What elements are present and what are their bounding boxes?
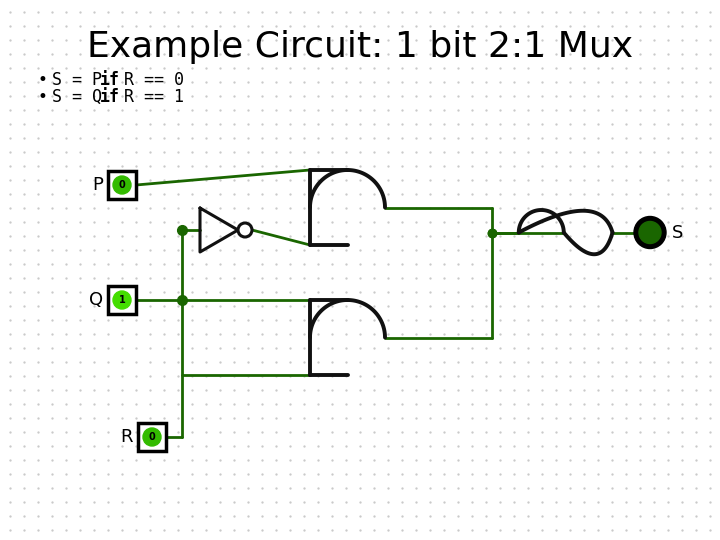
Text: •: • <box>38 88 48 106</box>
Text: S = Q: S = Q <box>52 88 112 106</box>
Text: 0: 0 <box>119 180 125 190</box>
Bar <box>138 423 166 451</box>
Text: P: P <box>92 176 103 194</box>
Circle shape <box>143 428 161 446</box>
Text: R == 0: R == 0 <box>114 71 184 89</box>
Bar <box>108 171 136 199</box>
Circle shape <box>238 223 252 237</box>
Text: R == 1: R == 1 <box>114 88 184 106</box>
Text: •: • <box>38 71 48 89</box>
Circle shape <box>113 176 131 194</box>
Text: if: if <box>100 71 120 89</box>
Text: S: S <box>672 224 683 241</box>
Text: Example Circuit: 1 bit 2:1 Mux: Example Circuit: 1 bit 2:1 Mux <box>87 30 633 64</box>
Bar <box>108 286 136 314</box>
Text: 0: 0 <box>148 432 156 442</box>
Text: Q: Q <box>89 291 103 309</box>
Text: S = P: S = P <box>52 71 112 89</box>
Circle shape <box>634 217 666 248</box>
Text: 1: 1 <box>119 295 125 305</box>
Text: if: if <box>100 88 120 106</box>
Text: R: R <box>120 428 133 446</box>
Circle shape <box>113 291 131 309</box>
Circle shape <box>639 221 661 244</box>
